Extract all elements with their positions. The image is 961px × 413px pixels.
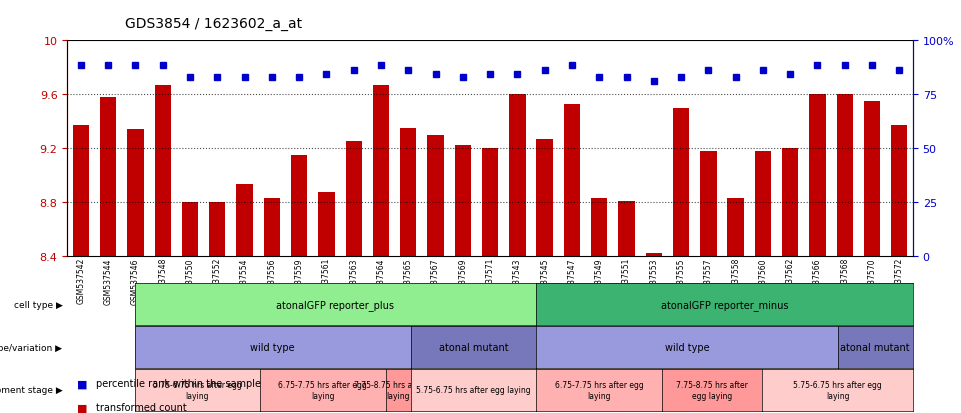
Text: atonalGFP reporter_minus: atonalGFP reporter_minus <box>661 299 788 310</box>
Bar <box>809 95 825 256</box>
Bar <box>263 198 280 256</box>
Bar <box>155 85 171 256</box>
Bar <box>864 102 880 256</box>
Bar <box>754 151 771 256</box>
Bar <box>209 202 226 256</box>
Bar <box>701 151 717 256</box>
Bar <box>127 130 143 256</box>
Bar <box>591 198 607 256</box>
Bar <box>428 135 444 256</box>
Bar <box>646 253 662 256</box>
Text: cell type ▶: cell type ▶ <box>13 300 62 309</box>
Text: 5.75-6.75 hrs after egg
laying: 5.75-6.75 hrs after egg laying <box>153 380 241 400</box>
Bar <box>182 202 198 256</box>
Text: 6.75-7.75 hrs after egg
laying: 6.75-7.75 hrs after egg laying <box>554 380 644 400</box>
Bar <box>536 139 553 256</box>
Bar <box>727 198 744 256</box>
Text: wild type: wild type <box>250 342 295 352</box>
Text: atonal mutant: atonal mutant <box>439 342 508 352</box>
Bar <box>509 95 526 256</box>
Bar <box>346 142 362 256</box>
Bar <box>318 193 334 256</box>
Bar <box>891 126 907 256</box>
Bar <box>564 104 580 256</box>
Bar <box>373 85 389 256</box>
Text: atonalGFP reporter_plus: atonalGFP reporter_plus <box>277 299 394 310</box>
Bar <box>673 108 689 256</box>
Text: 7.75-8.75 hrs after
egg laying: 7.75-8.75 hrs after egg laying <box>677 380 748 400</box>
Text: wild type: wild type <box>665 342 709 352</box>
Text: development stage ▶: development stage ▶ <box>0 385 62 394</box>
Bar <box>455 146 471 256</box>
Bar <box>618 201 634 256</box>
Bar <box>837 95 853 256</box>
Text: percentile rank within the sample: percentile rank within the sample <box>96 378 261 388</box>
Bar <box>100 97 116 256</box>
Bar <box>73 126 89 256</box>
Text: atonal mutant: atonal mutant <box>841 342 910 352</box>
Bar <box>481 149 499 256</box>
Text: 5.75-6.75 hrs after egg
laying: 5.75-6.75 hrs after egg laying <box>793 380 882 400</box>
Text: genotype/variation ▶: genotype/variation ▶ <box>0 343 62 352</box>
Bar <box>291 155 308 256</box>
Text: 5.75-6.75 hrs after egg laying: 5.75-6.75 hrs after egg laying <box>416 385 530 394</box>
Bar <box>782 149 799 256</box>
Bar <box>400 128 416 256</box>
Text: transformed count: transformed count <box>96 402 186 412</box>
Text: GDS3854 / 1623602_a_at: GDS3854 / 1623602_a_at <box>125 17 302 31</box>
Text: 6.75-7.75 hrs after egg
laying: 6.75-7.75 hrs after egg laying <box>279 380 367 400</box>
Text: 7.75-8.75 hrs after egg
laying: 7.75-8.75 hrs after egg laying <box>354 380 442 400</box>
Text: ■: ■ <box>77 378 87 388</box>
Text: ■: ■ <box>77 402 87 412</box>
Bar <box>236 185 253 256</box>
